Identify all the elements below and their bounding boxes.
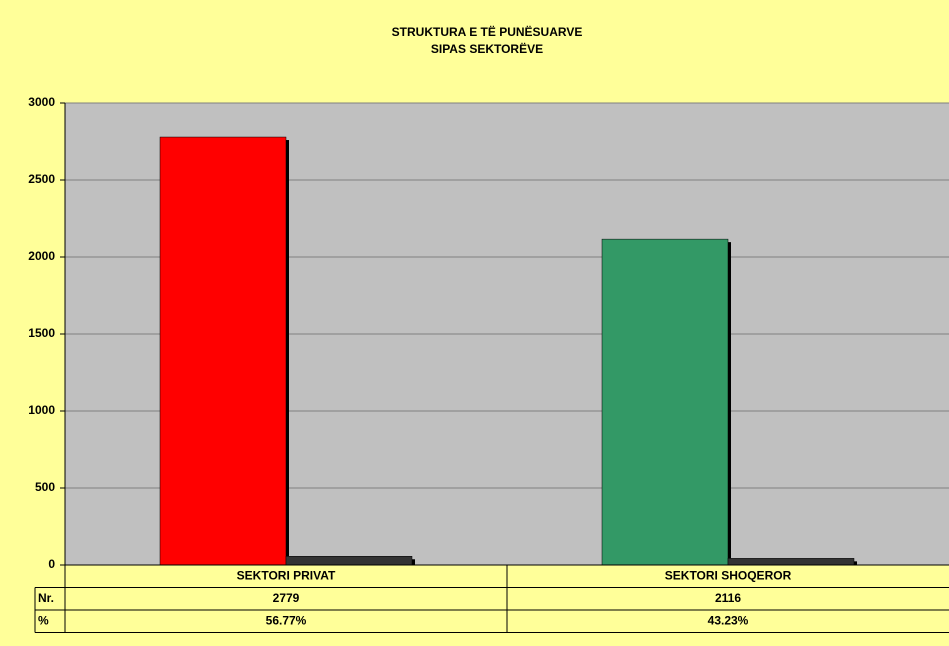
table-value: 2116 bbox=[715, 591, 741, 605]
legend-label: Nr. bbox=[38, 591, 54, 605]
bar bbox=[285, 556, 413, 566]
table-value: 56.77% bbox=[266, 613, 307, 627]
chart-title: STRUKTURA E TË PUNËSUARVE bbox=[392, 24, 583, 39]
y-tick-label: 3000 bbox=[28, 95, 55, 109]
x-tick-label: SEKTORI SHOQEROR bbox=[665, 568, 792, 582]
y-tick-label: 2000 bbox=[28, 249, 55, 263]
x-tick-label: SEKTORI PRIVAT bbox=[237, 568, 336, 582]
table-value: 43.23% bbox=[708, 613, 749, 627]
bar bbox=[159, 136, 287, 566]
y-tick-label: 500 bbox=[35, 480, 55, 494]
legend-label: % bbox=[38, 613, 49, 627]
bar bbox=[601, 238, 729, 566]
table-value: 2779 bbox=[273, 591, 300, 605]
y-tick-label: 1500 bbox=[28, 326, 55, 340]
chart-title: SIPAS SEKTORËVE bbox=[431, 41, 543, 56]
y-tick-label: 0 bbox=[48, 557, 55, 571]
bar bbox=[727, 558, 855, 566]
y-tick-label: 1000 bbox=[28, 403, 55, 417]
y-tick-label: 2500 bbox=[28, 172, 55, 186]
